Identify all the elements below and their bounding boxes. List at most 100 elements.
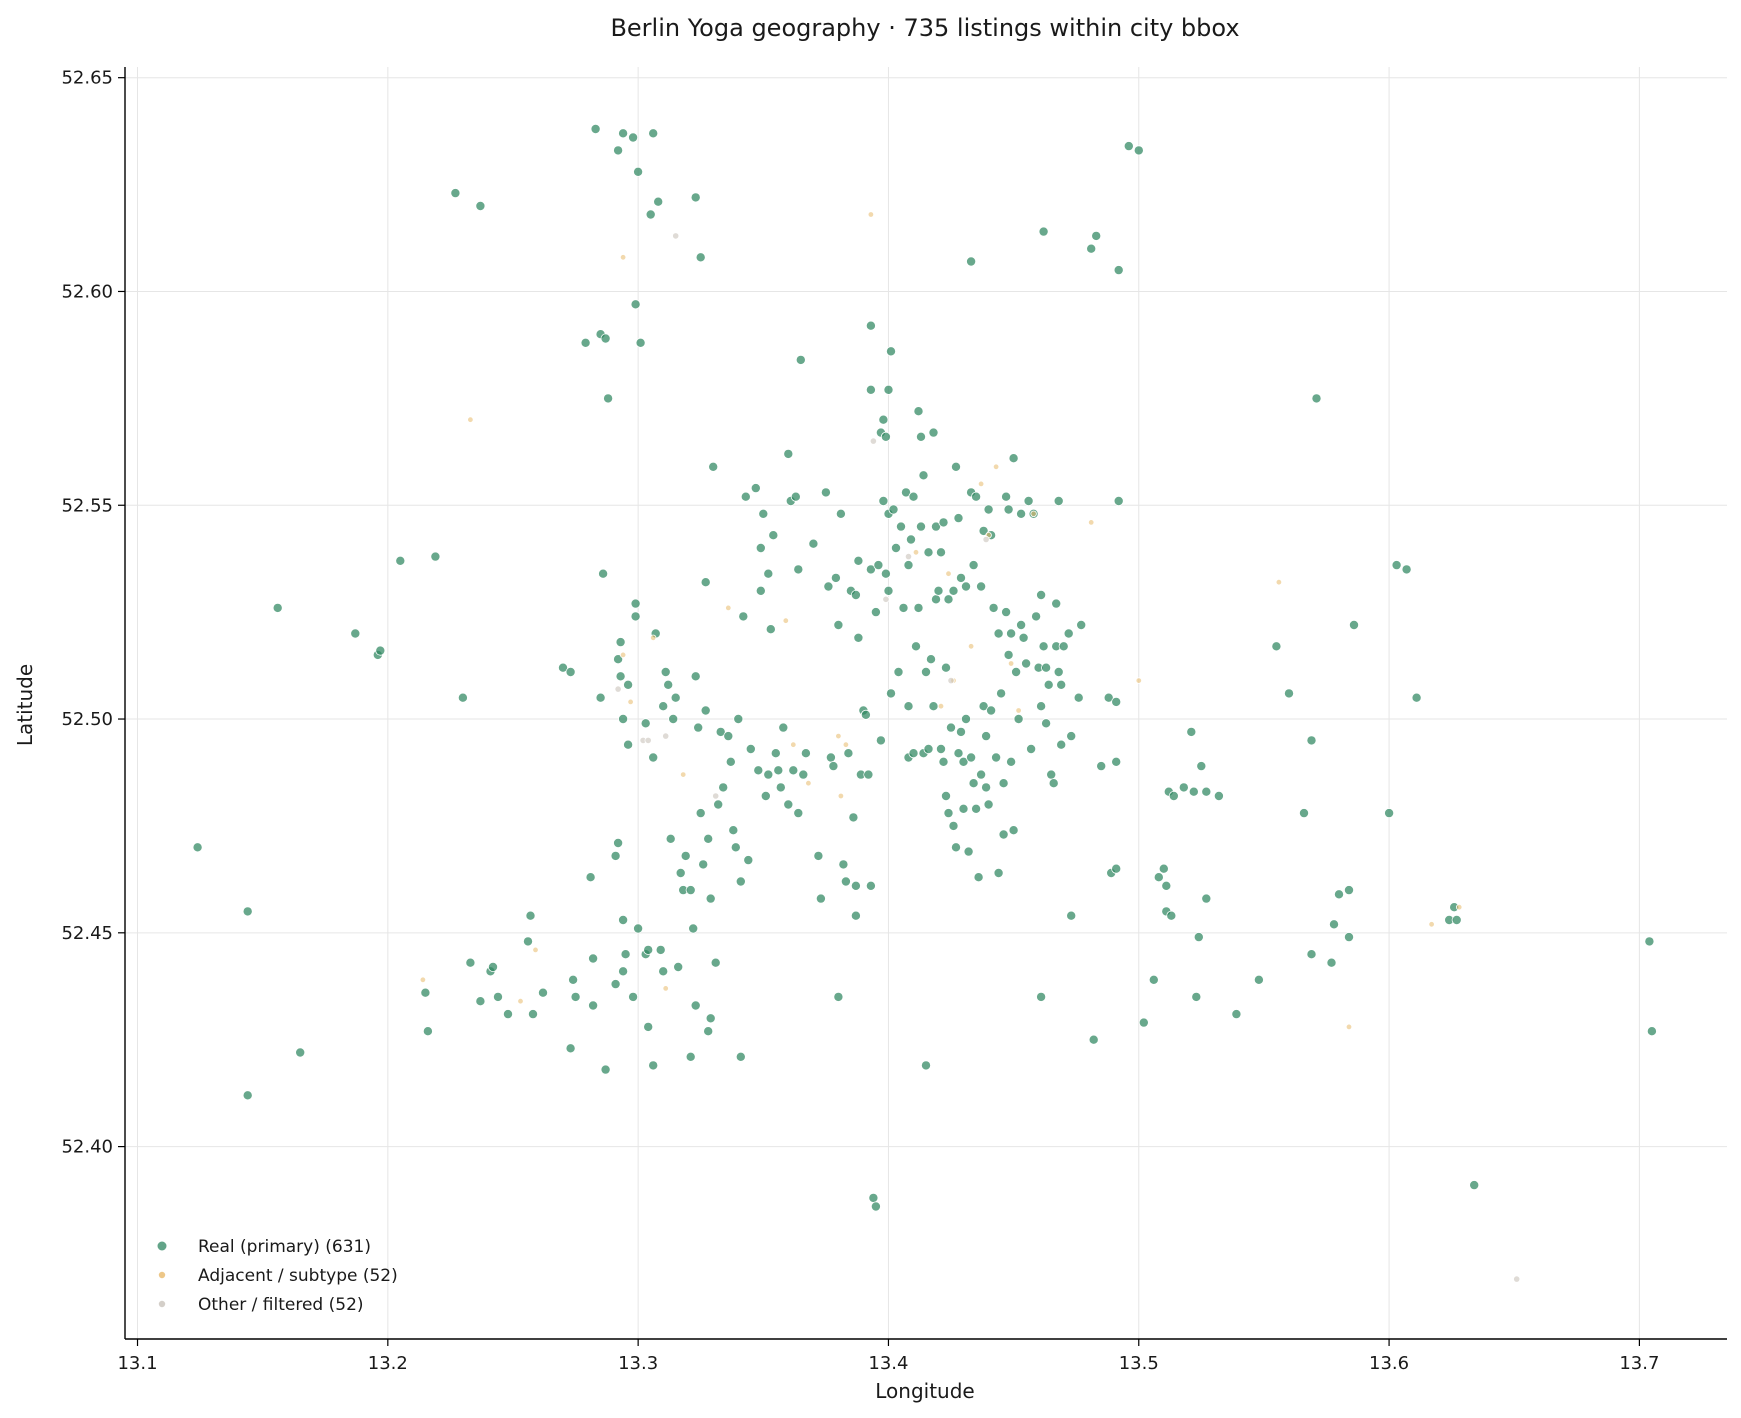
scatter-point-other: [662, 732, 670, 740]
scatter-point-adjacent: [1345, 1023, 1353, 1031]
scatter-point-real: [793, 564, 804, 575]
scatter-point-real: [242, 1090, 253, 1101]
scatter-point-real: [833, 991, 844, 1002]
scatter-point-real: [698, 859, 709, 870]
scatter-point-real: [628, 991, 639, 1002]
scatter-point-real: [993, 868, 1004, 879]
scatter-point-real: [820, 487, 831, 498]
scatter-point-real: [838, 859, 849, 870]
scatter-point-real: [835, 508, 846, 519]
scatter-point-adjacent: [419, 976, 427, 983]
scatter-point-real: [795, 354, 806, 365]
scatter-point-real: [961, 581, 972, 592]
scatter-point-real: [840, 876, 851, 887]
scatter-point-real: [660, 667, 671, 678]
scatter-point-real: [923, 547, 934, 558]
scatter-point-real: [775, 782, 786, 793]
scatter-point-real: [1411, 692, 1422, 703]
scatter-point-real: [1111, 863, 1122, 874]
scatter-point-real: [1056, 679, 1067, 690]
scatter-point-real: [863, 769, 874, 780]
scatter-point-real: [1299, 808, 1310, 819]
scatter-point-real: [1086, 243, 1097, 254]
scatter-point-real: [738, 611, 749, 622]
scatter-point-real: [295, 1047, 306, 1058]
scatter-point-real: [740, 491, 751, 502]
scatter-point-real: [823, 581, 834, 592]
scatter-point-adjacent: [1135, 677, 1142, 684]
scatter-point-real: [1113, 495, 1124, 506]
scatter-point-real: [913, 406, 924, 417]
scatter-point-real: [921, 1060, 932, 1071]
scatter-point-real: [600, 1064, 611, 1075]
scatter-point-real: [768, 530, 779, 541]
scatter-point-real: [673, 962, 684, 973]
scatter-point-real: [1096, 761, 1107, 772]
scatter-point-adjacent: [1428, 921, 1435, 928]
scatter-point-real: [903, 701, 914, 712]
scatter-point-real: [830, 572, 841, 583]
scatter-point-real: [978, 525, 989, 536]
scatter-point-adjacent: [1007, 660, 1015, 667]
scatter-point-real: [926, 654, 937, 665]
scatter-point-real: [753, 765, 764, 776]
scatter-point-real: [1016, 508, 1027, 519]
scatter-point-real: [790, 491, 801, 502]
scatter-point-real: [1058, 641, 1069, 652]
scatter-point-real: [1201, 893, 1212, 904]
scatter-point-real: [921, 667, 932, 678]
scatter-point-real: [941, 662, 952, 673]
scatter-point-real: [1329, 919, 1340, 930]
scatter-point-real: [640, 718, 651, 729]
scatter-point-real: [800, 748, 811, 759]
scatter-point-real: [1391, 560, 1402, 571]
scatter-point-real: [1133, 145, 1144, 156]
scatter-point-real: [1026, 744, 1037, 755]
scatter-point-other: [904, 552, 913, 561]
scatter-point-real: [1001, 607, 1012, 618]
scatter-point-real: [1384, 808, 1395, 819]
scatter-point-real: [931, 521, 942, 532]
scatter-point-real: [693, 722, 704, 733]
scatter-point-real: [991, 752, 1002, 763]
scatter-point-real: [1153, 872, 1164, 883]
scatter-point-real: [1271, 641, 1282, 652]
scatter-point-real: [981, 782, 992, 793]
scatter-point-real: [663, 679, 674, 690]
scatter-point-real: [603, 393, 614, 404]
scatter-point-real: [1168, 791, 1179, 802]
scatter-point-adjacent: [835, 732, 842, 740]
scatter-point-real: [558, 662, 569, 673]
scatter-point-real: [918, 470, 929, 481]
scatter-point-real: [916, 431, 927, 442]
x-axis-label: Longitude: [875, 1379, 974, 1403]
scatter-point-real: [1003, 504, 1014, 515]
scatter-point-real: [1326, 957, 1337, 968]
scatter-point-real: [450, 188, 461, 199]
scatter-point-adjacent: [619, 254, 627, 261]
scatter-point-real: [375, 645, 386, 656]
scatter-point-real: [648, 1060, 659, 1071]
scatter-point-real: [658, 701, 669, 712]
scatter-point-real: [1038, 641, 1049, 652]
scatter-point-real: [705, 1013, 716, 1024]
scatter-point-real: [1051, 598, 1062, 609]
scatter-point-real: [718, 782, 729, 793]
scatter-point-real: [1008, 825, 1019, 836]
scatter-point-real: [713, 799, 724, 810]
scatter-point-real: [911, 641, 922, 652]
scatter-point-real: [763, 568, 774, 579]
scatter-point-real: [665, 833, 676, 844]
scatter-point-real: [763, 769, 774, 780]
scatter-point-real: [670, 692, 681, 703]
scatter-point-real: [1284, 688, 1295, 699]
scatter-point-real: [880, 568, 891, 579]
scatter-point-real: [1036, 701, 1047, 712]
scatter-point-real: [630, 299, 641, 310]
scatter-point-real: [1644, 936, 1655, 947]
scatter-point-real: [750, 483, 761, 494]
scatter-point-real: [850, 880, 861, 891]
scatter-point-real: [690, 1000, 701, 1011]
scatter-point-real: [1201, 786, 1212, 797]
scatter-point-real: [865, 320, 876, 331]
